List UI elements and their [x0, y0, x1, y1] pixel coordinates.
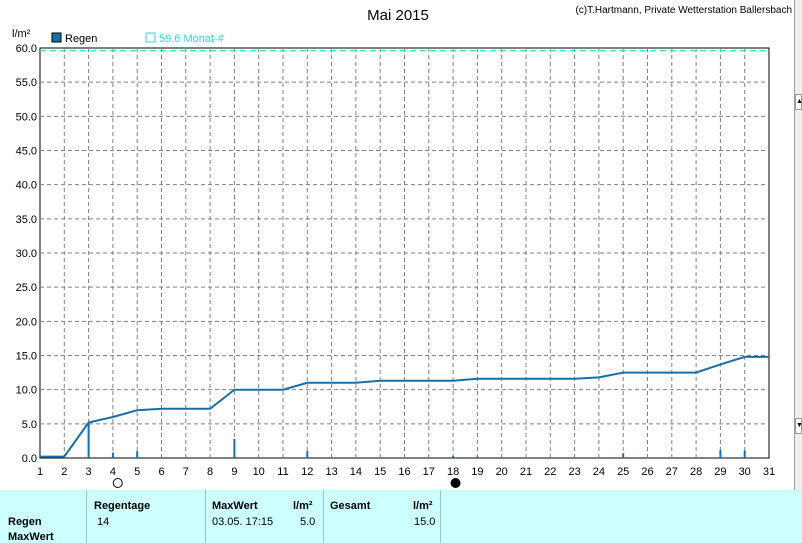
header-unit-gesamt: l/m²: [413, 500, 433, 512]
new-moon-icon: [450, 478, 461, 488]
header-gesamt: Gesamt: [330, 500, 371, 512]
header-regentage: Regentage: [94, 500, 151, 512]
row-label-regen: Regen: [8, 516, 42, 528]
x-tick-label: 6: [158, 466, 164, 478]
x-tick-label: 10: [253, 466, 265, 478]
x-tick-label: 23: [568, 466, 580, 478]
panel-divider: [86, 490, 87, 543]
copyright-text: (c)T.Hartmann, Private Wetterstation Bal…: [575, 5, 792, 16]
statistics-panel: Regentage MaxWert l/m² Gesamt l/m² Regen…: [0, 490, 802, 543]
y-tick-label: 40.0: [16, 180, 37, 192]
x-tick-label: 17: [423, 466, 435, 478]
x-tick-label: 2: [61, 466, 67, 478]
full-moon-icon: [112, 478, 123, 488]
x-tick-label: 29: [714, 466, 726, 478]
y-tick-label: 0.0: [22, 453, 37, 465]
x-tick-label: 26: [641, 466, 653, 478]
scroll-down-button[interactable]: ▼: [795, 418, 802, 434]
x-tick-label: 15: [374, 466, 386, 478]
x-tick-label: 22: [544, 466, 556, 478]
x-tick-label: 31: [763, 466, 775, 478]
x-tick-label: 5: [134, 466, 140, 478]
y-tick-label: 50.0: [16, 111, 37, 123]
rain-chart: Mai 2015 (c)T.Hartmann, Private Wetterst…: [12, 5, 792, 488]
legend-swatch-regen: [51, 32, 62, 43]
panel-divider: [440, 490, 441, 543]
x-tick-label: 7: [183, 466, 189, 478]
header-unit-maxwert: l/m²: [293, 500, 313, 512]
legend-label-regen: Regen: [65, 33, 97, 45]
x-tick-label: 19: [471, 466, 483, 478]
legend-swatch-monat: [145, 32, 156, 43]
x-tick-label: 27: [666, 466, 678, 478]
y-tick-label: 20.0: [16, 316, 37, 328]
gesamt-value: 15.0: [414, 516, 436, 528]
x-tick-label: 24: [593, 466, 605, 478]
grid: [40, 48, 769, 458]
x-tick-label: 16: [398, 466, 410, 478]
x-tick-label: 13: [325, 466, 337, 478]
x-tick-label: 8: [207, 466, 213, 478]
y-tick-labels: 0.0 5.0 10.0 15.0 20.0 25.0 30.0 35.0 40.0 45.0 50…: [16, 43, 37, 465]
regentage-value: 14: [97, 516, 110, 528]
row-label-maxwert: MaxWert: [8, 531, 54, 543]
x-tick-label: 14: [350, 466, 362, 478]
x-tick-label: 4: [110, 466, 116, 478]
series-line-regen: [40, 355, 769, 458]
chart-title: Mai 2015: [367, 7, 429, 24]
x-tick-label: 21: [520, 466, 532, 478]
moon-phases: [112, 478, 461, 488]
maxwert-value: 5.0: [300, 516, 316, 528]
y-tick-label: 5.0: [22, 419, 37, 431]
vertical-scrollbar[interactable]: ▲ ▼: [794, 0, 802, 490]
x-tick-label: 1: [37, 466, 43, 478]
x-tick-labels: 1 2 3 4 5 6 7 8 9 10 11 12 13 14 15 16 17 18 19 20 21 22 23 24 2…: [37, 466, 775, 478]
x-tick-label: 12: [301, 466, 313, 478]
y-tick-label: 35.0: [16, 214, 37, 226]
daily-bars: [87, 423, 746, 458]
legend-label-monat: 59.6 Monat-#: [159, 33, 225, 45]
y-tick-label: 25.0: [16, 282, 37, 294]
scroll-up-button[interactable]: ▲: [795, 94, 802, 110]
y-tick-label: 60.0: [16, 43, 37, 55]
y-tick-label: 10.0: [16, 385, 37, 397]
x-tick-label: 28: [690, 466, 702, 478]
x-tick-label: 18: [447, 466, 459, 478]
series-group: [40, 355, 769, 458]
y-tick-label: 45.0: [16, 146, 37, 158]
header-maxwert: MaxWert: [212, 500, 258, 512]
y-tick-label: 30.0: [16, 248, 37, 260]
x-tick-label: 11: [277, 466, 288, 478]
legend: Regen 59.6 Monat-#: [51, 32, 225, 45]
x-tick-label: 9: [231, 466, 237, 478]
y-axis-unit: l/m²: [12, 28, 31, 40]
x-tick-label: 20: [496, 466, 508, 478]
y-tick-label: 15.0: [16, 351, 37, 363]
y-tick-label: 55.0: [16, 77, 37, 89]
maxwert-date: 03.05. 17:15: [212, 516, 274, 528]
panel-divider: [205, 490, 206, 543]
panel-divider: [323, 490, 324, 543]
x-tick-label: 25: [617, 466, 629, 478]
x-tick-label: 3: [86, 466, 92, 478]
x-tick-label: 30: [739, 466, 751, 478]
